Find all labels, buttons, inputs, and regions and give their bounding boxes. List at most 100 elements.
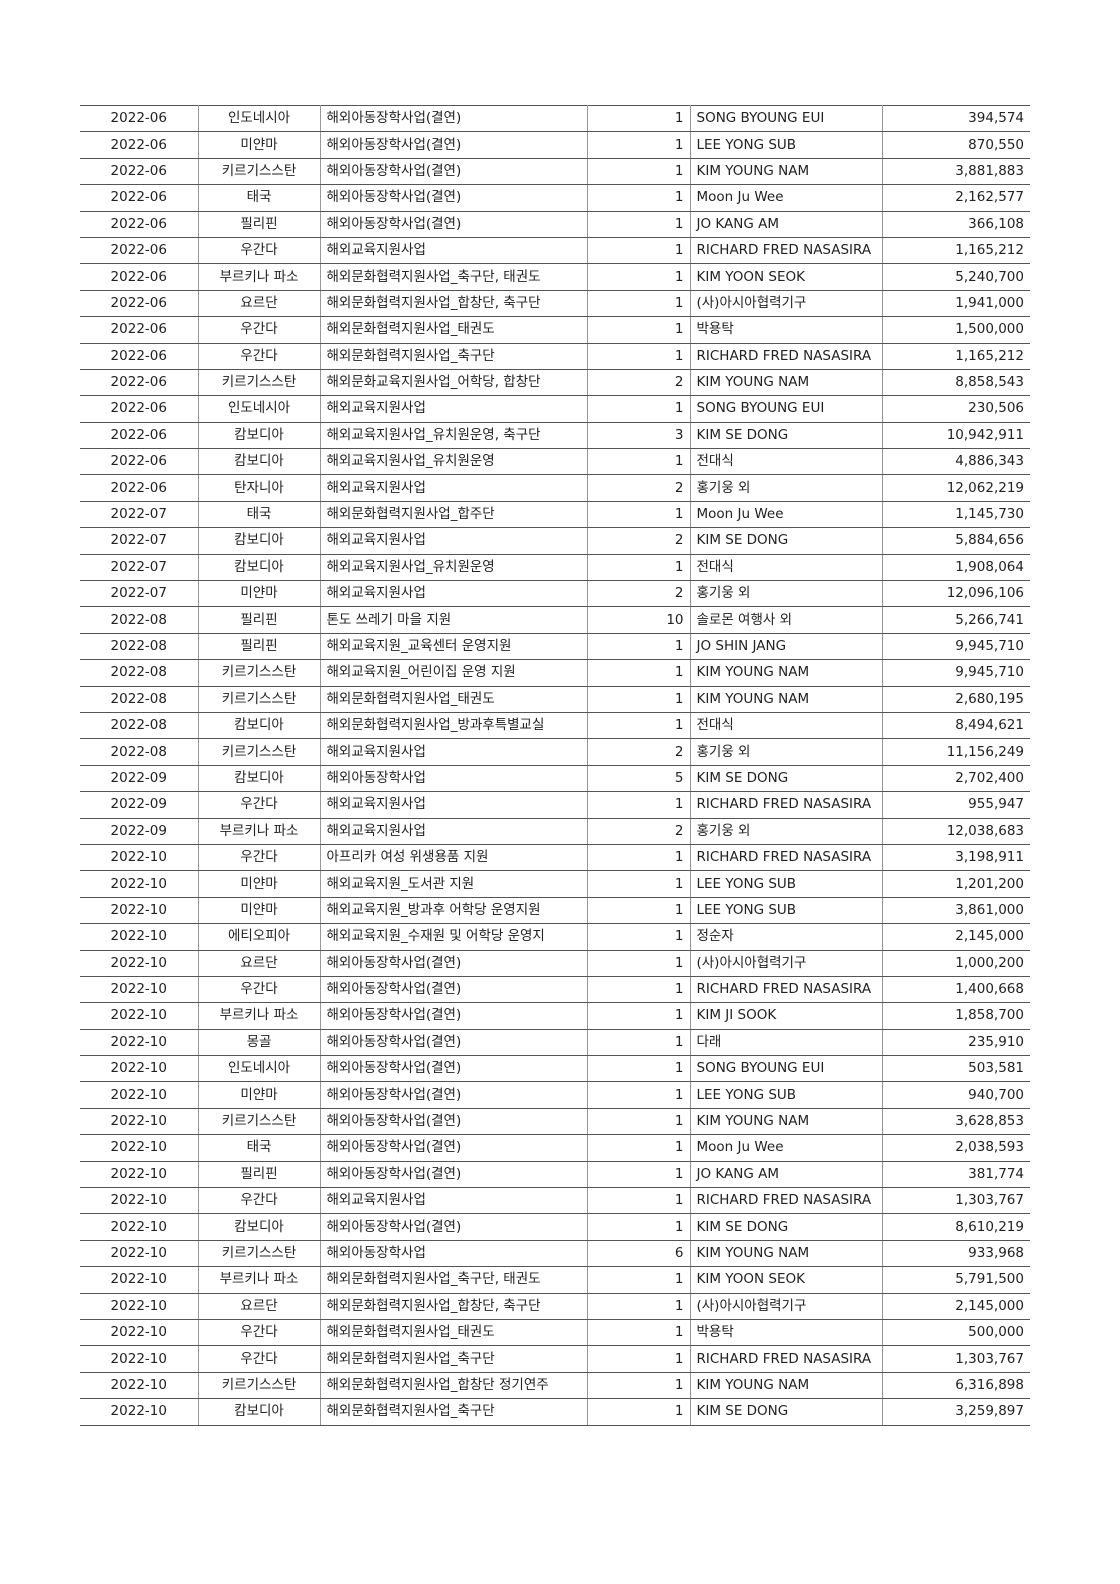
count-cell: 1 [586,263,691,291]
month-cell: 2022-10 [80,1345,199,1373]
program-cell: 해외아동장학사업(결연) [319,975,588,1004]
amount-cell: 12,096,106 [881,580,1030,608]
amount-cell: 2,145,000 [881,1292,1030,1320]
table-row: 2022-07 캄보디아 해외교육지원사업_유치원운영 1 전대식 1,908,064 [80,553,1030,582]
count-cell: 1 [586,1318,691,1347]
amount-cell: 2,038,593 [881,1134,1030,1162]
amount-cell: 933,968 [881,1239,1030,1268]
amount-cell: 9,945,710 [881,659,1030,687]
count-cell: 1 [586,157,691,186]
amount-cell: 1,500,000 [881,316,1030,344]
recipient-cell: RICHARD FRED NASASIRA [689,1187,883,1215]
recipient-cell: SONG BYOUNG EUI [689,395,883,423]
table-row: 2022-10 부르키나 파소 해외아동장학사업(결연) 1 KIM JI SOOK 1,… [80,1002,1030,1030]
recipient-cell: KIM SE DONG [689,1213,883,1241]
country-cell: 인도네시아 [197,1055,321,1083]
country-cell: 우간다 [197,1318,321,1347]
recipient-cell: 박용탁 [689,316,883,344]
month-cell: 2022-06 [80,421,199,450]
amount-cell: 500,000 [881,1318,1030,1347]
program-cell: 해외문화교육지원사업_어학당, 합창단 [319,368,588,397]
count-cell: 1 [586,1213,691,1241]
month-cell: 2022-06 [80,342,199,370]
recipient-cell: KIM YOUNG NAM [689,1239,883,1268]
country-cell: 태국 [197,184,321,212]
recipient-cell: KIM JI SOOK [689,1002,883,1030]
amount-cell: 5,240,700 [881,263,1030,291]
recipient-cell: JO KANG AM [689,210,883,238]
table-row: 2022-10 요르단 해외문화협력지원사업_합창단, 축구단 1 (사)아시아협력기구… [80,1292,1030,1320]
program-cell: 해외교육지원사업 [319,738,588,766]
month-cell: 2022-08 [80,685,199,713]
country-cell: 미얀마 [197,131,321,159]
amount-cell: 8,494,621 [881,711,1030,740]
recipient-cell: 홍기웅 외 [689,738,883,766]
program-cell: 해외교육지원사업 [319,1187,588,1215]
country-cell: 키르기스스탄 [197,659,321,687]
recipient-cell: KIM YOUNG NAM [689,368,883,397]
month-cell: 2022-10 [80,1107,199,1136]
table-row: 2022-10 우간다 해외교육지원사업 1 RICHARD FRED NASASIRA… [80,1187,1030,1215]
count-cell: 1 [586,1107,691,1136]
count-cell: 1 [586,632,691,661]
table-row: 2022-08 키르기스스탄 해외교육지원_어린이집 운영 지원 1 KIM YOUNG… [80,659,1030,687]
table-row: 2022-10 부르키나 파소 해외문화협력지원사업_축구단, 태권도 1 KIM YO… [80,1266,1030,1294]
count-cell: 1 [586,1002,691,1030]
program-cell: 해외교육지원사업 [319,527,588,555]
amount-cell: 1,908,064 [881,553,1030,582]
program-cell: 해외문화협력지원사업_합주단 [319,500,588,529]
country-cell: 부르키나 파소 [197,817,321,845]
recipient-cell: KIM YOON SEOK [689,1266,883,1294]
month-cell: 2022-06 [80,395,199,423]
month-cell: 2022-08 [80,659,199,687]
recipient-cell: RICHARD FRED NASASIRA [689,975,883,1004]
month-cell: 2022-10 [80,1239,199,1268]
amount-cell: 3,861,000 [881,896,1030,925]
recipient-cell: Moon Ju Wee [689,1134,883,1162]
count-cell: 1 [586,1160,691,1189]
count-cell: 1 [586,210,691,238]
amount-cell: 1,165,212 [881,342,1030,370]
recipient-cell: RICHARD FRED NASASIRA [689,843,883,872]
table-row: 2022-10 캄보디아 해외문화협력지원사업_축구단 1 KIM SE DONG 3,2… [80,1398,1030,1426]
recipient-cell: RICHARD FRED NASASIRA [689,1345,883,1373]
table-row: 2022-10 우간다 해외아동장학사업(결연) 1 RICHARD FRED NASA… [80,975,1030,1004]
recipient-cell: 전대식 [689,553,883,582]
program-cell: 해외문화협력지원사업_축구단 [319,342,588,370]
count-cell: 2 [586,738,691,766]
amount-cell: 3,198,911 [881,843,1030,872]
count-cell: 1 [586,342,691,370]
month-cell: 2022-06 [80,157,199,186]
month-cell: 2022-07 [80,553,199,582]
table-row: 2022-07 캄보디아 해외교육지원사업 2 KIM SE DONG 5,884,656 [80,527,1030,555]
program-cell: 해외교육지원사업_유치원운영, 축구단 [319,421,588,450]
program-cell: 해외아동장학사업(결연) [319,1160,588,1189]
recipient-cell: KIM YOON SEOK [689,263,883,291]
country-cell: 캄보디아 [197,711,321,740]
count-cell: 1 [586,131,691,159]
country-cell: 우간다 [197,1345,321,1373]
amount-cell: 5,884,656 [881,527,1030,555]
program-cell: 해외문화협력지원사업_축구단 [319,1345,588,1373]
program-cell: 해외교육지원_방과후 어학당 운영지원 [319,896,588,925]
country-cell: 우간다 [197,342,321,370]
country-cell: 에티오피아 [197,923,321,951]
month-cell: 2022-10 [80,1371,199,1400]
table-row: 2022-06 인도네시아 해외아동장학사업(결연) 1 SONG BYOUNG EUI… [80,104,1030,133]
country-cell: 몽골 [197,1028,321,1057]
recipient-cell: JO KANG AM [689,1160,883,1189]
amount-cell: 1,858,700 [881,1002,1030,1030]
recipient-cell: 정순자 [689,923,883,951]
recipient-cell: KIM SE DONG [689,1398,883,1426]
recipient-cell: KIM YOUNG NAM [689,157,883,186]
program-cell: 해외문화협력지원사업_축구단, 태권도 [319,1266,588,1294]
table-row: 2022-06 캄보디아 해외교육지원사업_유치원운영 1 전대식 4,886,343 [80,448,1030,476]
program-cell: 해외교육지원사업 [319,817,588,845]
month-cell: 2022-06 [80,236,199,265]
count-cell: 5 [586,764,691,793]
program-cell: 해외교육지원사업 [319,474,588,502]
recipient-cell: (사)아시아협력기구 [689,949,883,977]
table-row: 2022-08 캄보디아 해외문화협력지원사업_방과후특별교실 1 전대식 8,494,6… [80,711,1030,740]
month-cell: 2022-10 [80,1134,199,1162]
month-cell: 2022-10 [80,1213,199,1241]
